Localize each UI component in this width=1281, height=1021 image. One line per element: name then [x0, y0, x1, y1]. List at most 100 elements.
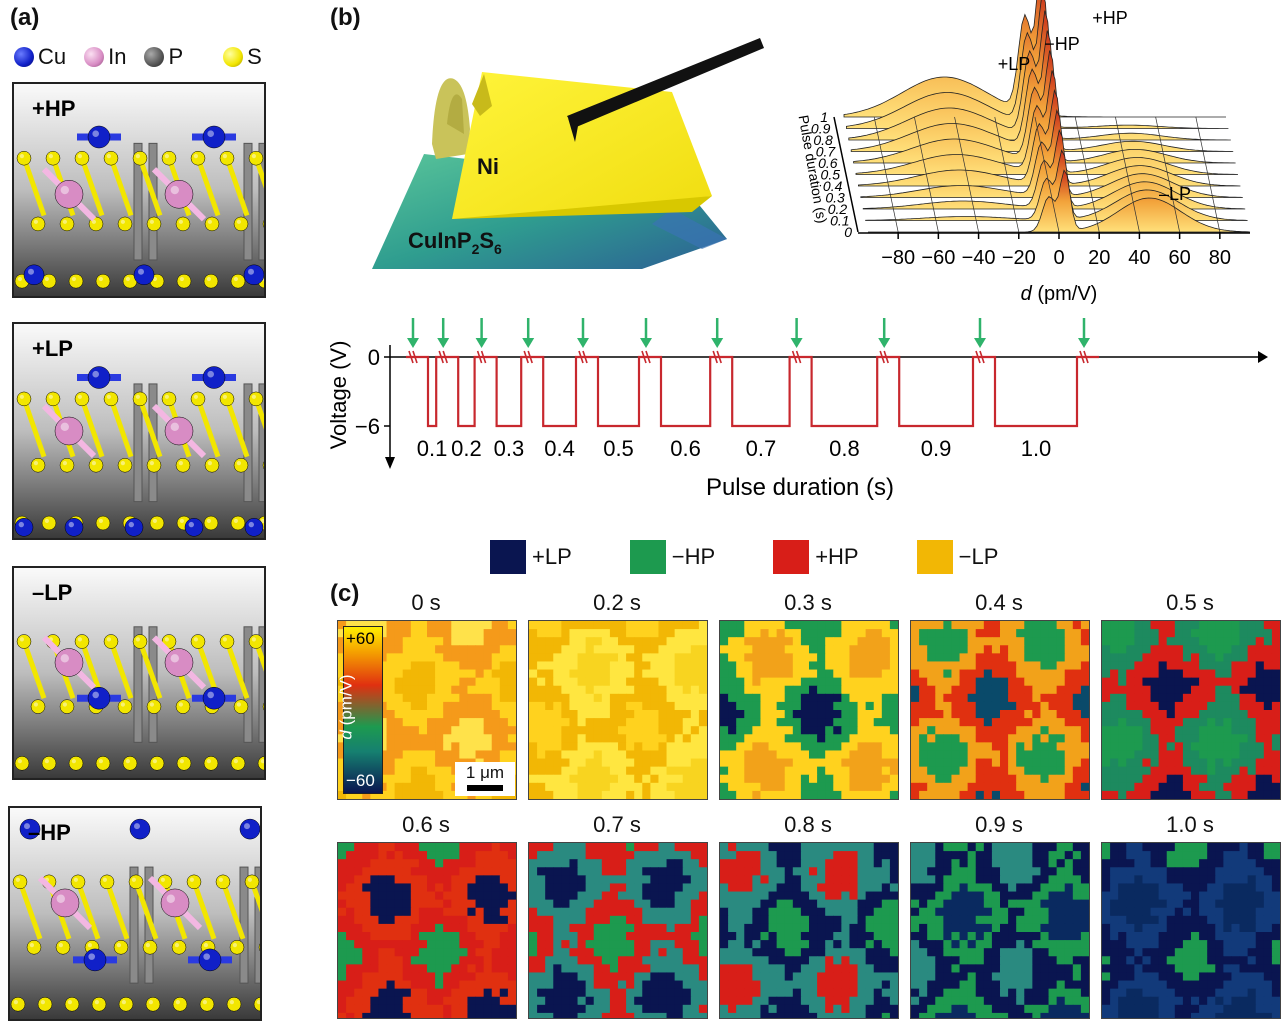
pfm-pixel	[1024, 956, 1033, 965]
pfm-pixel	[642, 629, 651, 638]
pfm-pixel	[492, 883, 501, 892]
pfm-pixel	[769, 851, 778, 860]
pfm-pixel	[1008, 742, 1017, 751]
pfm-pixel	[691, 867, 700, 876]
pfm-pixel	[1142, 702, 1151, 711]
pfm-pixel	[793, 851, 802, 860]
pfm-pixel	[1040, 948, 1049, 957]
pfm-pixel	[618, 851, 627, 860]
pfm-pixel	[1065, 791, 1074, 799]
pfm-pixel	[1040, 661, 1049, 670]
pfm-pixel	[1073, 1013, 1082, 1018]
pfm-pixel	[553, 997, 562, 1006]
pfm-pixel	[951, 710, 960, 719]
pfm-pixel	[1134, 710, 1143, 719]
pfm-pixel	[545, 791, 554, 799]
pfm-pixel	[927, 653, 936, 662]
pfm-pixel	[500, 629, 509, 638]
pfm-pixel	[634, 670, 643, 679]
pfm-pixel	[553, 718, 562, 727]
pulse-duration-label: 0.9	[921, 436, 952, 461]
pfm-pixel	[1248, 702, 1257, 711]
pfm-pixel	[866, 948, 875, 957]
pfm-pixel	[578, 686, 587, 695]
pfm-pixel	[1081, 702, 1089, 711]
pfm-pixel	[785, 932, 794, 941]
pfm-pixel	[769, 859, 778, 868]
pfm-map	[910, 842, 1090, 1019]
pfm-pixel	[1008, 775, 1017, 784]
pfm-pixel	[1126, 629, 1135, 638]
pfm-pixel	[1110, 742, 1119, 751]
pfm-pixel	[817, 867, 826, 876]
pfm-pixel	[960, 997, 969, 1006]
pfm-pixel	[451, 892, 460, 901]
pfm-pixel	[467, 940, 476, 949]
pfm-pixel	[691, 843, 700, 852]
pfm-pixel	[529, 759, 538, 768]
pfm-pixel	[378, 948, 387, 957]
pfm-pixel	[618, 843, 627, 852]
pfm-pixel	[951, 932, 960, 941]
pfm-pixel	[849, 702, 858, 711]
pfm-pixel	[769, 645, 778, 654]
pfm-pixel	[354, 972, 363, 981]
pfm-pixel	[1175, 767, 1184, 776]
pfm-pixel	[777, 916, 786, 925]
pfm-pixel	[849, 783, 858, 792]
pfm-pixel	[443, 948, 452, 957]
pfm-pixel	[1151, 670, 1160, 679]
pfm-pixel	[968, 956, 977, 965]
pfm-pixel	[642, 710, 651, 719]
pfm-pixel	[427, 629, 436, 638]
pfm-pixel	[1118, 759, 1127, 768]
pfm-pixel	[602, 908, 611, 917]
pfm-pixel	[752, 948, 761, 957]
pfm-pixel	[537, 956, 546, 965]
pfm-pixel	[1142, 851, 1151, 860]
pfm-pixel	[683, 621, 692, 630]
s-atom	[249, 635, 263, 649]
pfm-pixel	[626, 908, 635, 917]
pfm-pixel	[658, 1005, 667, 1014]
pfm-pixel	[720, 653, 729, 662]
pfm-pixel	[1073, 783, 1082, 792]
pfm-pixel	[984, 883, 993, 892]
pfm-pixel	[1223, 734, 1232, 743]
pfm-pixel	[769, 1005, 778, 1014]
pfm-pixel	[1167, 742, 1176, 751]
pfm-pixel	[927, 940, 936, 949]
pfm-pixel	[370, 997, 379, 1006]
pfm-pixel	[586, 653, 595, 662]
pfm-pixel	[1040, 775, 1049, 784]
legend-plus-lp: +LP	[490, 540, 572, 574]
pfm-pixel	[545, 629, 554, 638]
pfm-pixel	[793, 892, 802, 901]
pfm-pixel	[354, 940, 363, 949]
pfm-pixel	[1167, 629, 1176, 638]
pfm-pixel	[602, 629, 611, 638]
pfm-pixel	[849, 867, 858, 876]
pfm-pixel	[1102, 653, 1111, 662]
pfm-pixel	[825, 637, 834, 646]
pfm-pixel	[354, 932, 363, 941]
pfm-pixel	[594, 972, 603, 981]
pfm-pixel	[1223, 694, 1232, 703]
pfm-pixel	[720, 843, 729, 852]
atom-highlight	[122, 1000, 126, 1004]
pfm-pixel	[817, 702, 826, 711]
pfm-pixel	[476, 694, 485, 703]
pfm-pixel	[610, 940, 619, 949]
pfm-pixel	[960, 875, 969, 884]
pfm-pixel	[1191, 637, 1200, 646]
pfm-pixel	[1118, 702, 1127, 711]
pfm-pixel	[841, 653, 850, 662]
pfm-pixel	[1167, 759, 1176, 768]
pfm-pixel	[634, 1005, 643, 1014]
pfm-pixel	[419, 981, 428, 990]
pfm-pixel	[809, 629, 818, 638]
pfm-pixel	[919, 653, 928, 662]
pfm-pixel	[1040, 783, 1049, 792]
pfm-pixel	[849, 956, 858, 965]
pfm-pixel	[691, 875, 700, 884]
